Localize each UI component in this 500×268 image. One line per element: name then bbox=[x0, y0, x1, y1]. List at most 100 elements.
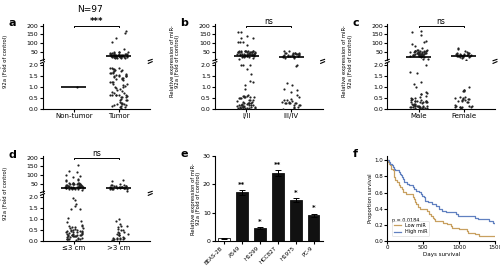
Y-axis label: Relative expression of miR-
92a (Fold of control): Relative expression of miR- 92a (Fold of… bbox=[0, 158, 8, 229]
Point bbox=[236, 106, 244, 110]
Point bbox=[419, 53, 427, 58]
Point bbox=[63, 219, 71, 224]
Point bbox=[236, 50, 244, 55]
Point bbox=[416, 95, 424, 99]
Point bbox=[417, 92, 425, 96]
Point bbox=[294, 51, 302, 55]
Point bbox=[416, 53, 424, 57]
Point bbox=[114, 55, 122, 60]
Point bbox=[119, 78, 127, 82]
Point bbox=[286, 54, 294, 58]
Point bbox=[422, 99, 430, 103]
Point bbox=[283, 98, 291, 102]
Point bbox=[410, 103, 418, 107]
Point bbox=[62, 186, 70, 190]
Point bbox=[424, 100, 432, 104]
Point bbox=[118, 97, 126, 101]
Point bbox=[108, 178, 116, 183]
Point bbox=[62, 173, 70, 177]
Point bbox=[238, 40, 246, 44]
Point bbox=[409, 102, 417, 107]
Point bbox=[459, 96, 467, 101]
Point bbox=[460, 98, 468, 102]
Point bbox=[250, 105, 258, 109]
Point bbox=[71, 224, 79, 229]
Point bbox=[119, 76, 127, 80]
Point bbox=[422, 63, 430, 67]
Point bbox=[117, 53, 125, 57]
Point bbox=[466, 54, 473, 58]
Point bbox=[122, 82, 130, 86]
Point bbox=[244, 102, 252, 106]
Point bbox=[63, 232, 71, 236]
Point bbox=[110, 55, 118, 59]
Point bbox=[237, 96, 245, 101]
Point bbox=[62, 186, 70, 190]
Bar bbox=[254, 228, 266, 241]
Point bbox=[114, 233, 122, 237]
Text: ***: *** bbox=[90, 17, 103, 26]
Point bbox=[412, 96, 420, 100]
Low miR bbox=[476, 234, 482, 238]
Point bbox=[63, 234, 71, 239]
Point bbox=[456, 53, 464, 57]
Point bbox=[115, 51, 123, 56]
Point bbox=[110, 71, 118, 75]
Point bbox=[64, 237, 72, 241]
Point bbox=[122, 184, 130, 188]
Point bbox=[243, 94, 251, 98]
Point bbox=[120, 236, 128, 240]
Point bbox=[74, 181, 82, 186]
Point bbox=[62, 179, 70, 183]
Point bbox=[108, 237, 116, 242]
Point bbox=[467, 105, 475, 109]
Point bbox=[118, 54, 126, 58]
Text: d: d bbox=[8, 150, 16, 160]
Point bbox=[462, 58, 470, 62]
Point bbox=[109, 187, 117, 191]
Point bbox=[110, 67, 118, 72]
Point bbox=[248, 100, 256, 104]
Text: *: * bbox=[294, 190, 298, 196]
Point bbox=[464, 51, 472, 56]
Point bbox=[245, 100, 253, 105]
Point bbox=[234, 95, 242, 100]
Point bbox=[246, 101, 254, 105]
Text: **: ** bbox=[274, 162, 281, 168]
Point bbox=[63, 237, 71, 241]
Point bbox=[72, 202, 80, 206]
Point bbox=[118, 77, 126, 81]
Point bbox=[411, 103, 419, 107]
Low miR bbox=[444, 223, 450, 226]
Point bbox=[72, 233, 80, 237]
Point bbox=[107, 183, 115, 187]
Point bbox=[240, 87, 248, 91]
Point bbox=[411, 49, 419, 53]
Point bbox=[240, 94, 248, 98]
Point bbox=[106, 93, 114, 98]
Point bbox=[66, 224, 74, 228]
Point bbox=[68, 233, 76, 237]
Point bbox=[110, 53, 118, 57]
Point bbox=[420, 54, 428, 59]
Point bbox=[237, 106, 245, 110]
Point bbox=[112, 35, 120, 40]
Point bbox=[110, 103, 118, 107]
Point bbox=[244, 93, 252, 97]
Point bbox=[110, 51, 118, 56]
Point bbox=[64, 183, 72, 187]
Point bbox=[288, 90, 296, 94]
Point bbox=[108, 183, 116, 188]
Point bbox=[115, 54, 123, 58]
Point bbox=[412, 71, 420, 75]
Point bbox=[240, 51, 248, 56]
Point bbox=[236, 52, 244, 56]
Point bbox=[70, 187, 78, 191]
Point bbox=[72, 234, 80, 239]
Point bbox=[112, 93, 120, 97]
Point bbox=[410, 102, 418, 106]
Point bbox=[64, 184, 72, 188]
Point bbox=[454, 54, 462, 58]
Point bbox=[74, 177, 82, 182]
Point bbox=[106, 185, 114, 189]
